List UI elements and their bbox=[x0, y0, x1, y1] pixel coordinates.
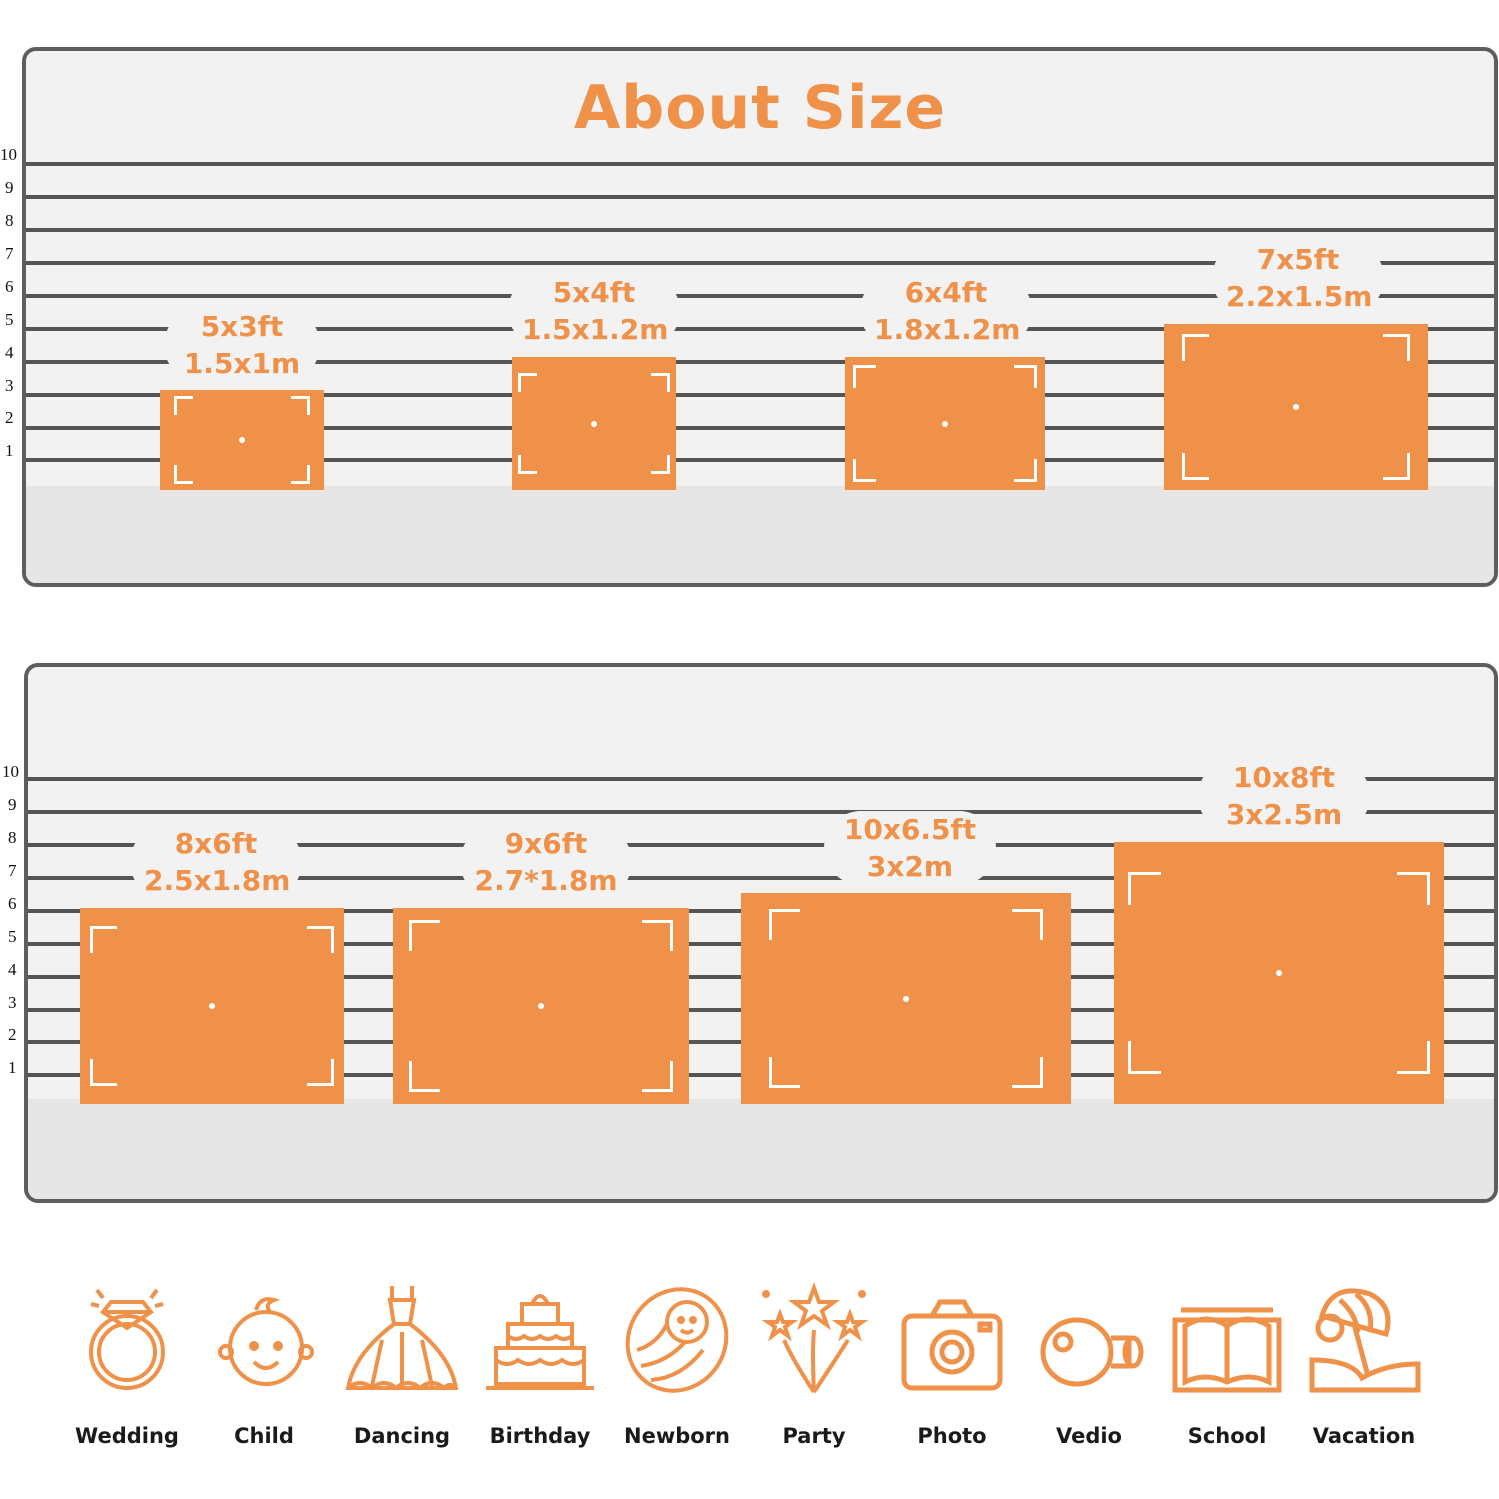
backdrop-5x4 bbox=[512, 357, 676, 490]
book-icon bbox=[1172, 1307, 1282, 1393]
baby-face-icon bbox=[218, 1297, 314, 1386]
backdrop-10x6.5 bbox=[741, 893, 1071, 1104]
use-vacation: Vacation bbox=[1299, 1280, 1429, 1448]
size-label-10x6.5: 10x6.5ft 3x2m bbox=[824, 811, 996, 885]
size-panel-small: About Size 5x3ft 1.5x1m bbox=[22, 47, 1498, 587]
use-cases-row: Wedding Child Dancing bbox=[0, 1280, 1499, 1480]
backdrop-8x6 bbox=[80, 908, 344, 1104]
use-party: Party bbox=[749, 1280, 879, 1448]
use-dancing: Dancing bbox=[337, 1280, 467, 1448]
ring-icon bbox=[89, 1288, 165, 1390]
beach-umbrella-icon bbox=[1309, 1288, 1421, 1393]
use-school: School bbox=[1162, 1280, 1292, 1448]
dress-icon bbox=[345, 1286, 459, 1391]
backdrop-6x4 bbox=[845, 357, 1045, 490]
size-label-9x6: 9x6ft 2.7*1.8m bbox=[460, 825, 632, 899]
backdrop-7x5 bbox=[1164, 324, 1428, 490]
size-label-8x6: 8x6ft 2.5x1.8m bbox=[130, 825, 302, 899]
panel-floor bbox=[28, 1099, 1494, 1199]
use-newborn: Newborn bbox=[612, 1280, 742, 1448]
fireworks-icon bbox=[761, 1282, 869, 1394]
size-label-10x8: 10x8ft 3x2.5m bbox=[1198, 759, 1370, 833]
use-video: Vedio bbox=[1024, 1280, 1154, 1448]
size-label-7x5: 7x5ft 2.2x1.5m bbox=[1212, 241, 1384, 315]
size-label-5x4: 5x4ft 1.5x1.2m bbox=[508, 274, 680, 348]
camera-icon bbox=[901, 1299, 1003, 1391]
size-panel-large: 8x6ft 2.5x1.8m 9x6ft 2.7*1.8m 10x6.5ft 3x2m… bbox=[24, 663, 1498, 1203]
size-label-5x3: 5x3ft 1.5x1m bbox=[164, 308, 320, 382]
use-birthday: Birthday bbox=[475, 1280, 605, 1448]
swaddled-baby-icon bbox=[625, 1287, 729, 1393]
use-photo: Photo bbox=[887, 1280, 1017, 1448]
backdrop-5x3 bbox=[160, 390, 324, 490]
use-child: Child bbox=[199, 1280, 329, 1448]
backdrop-9x6 bbox=[393, 908, 689, 1104]
backdrop-10x8 bbox=[1114, 842, 1444, 1104]
use-wedding: Wedding bbox=[62, 1280, 192, 1448]
size-label-6x4: 6x4ft 1.8x1.2m bbox=[860, 274, 1032, 348]
panel-floor bbox=[26, 486, 1494, 583]
cake-icon bbox=[486, 1294, 594, 1390]
video-camera-icon bbox=[1040, 1317, 1144, 1387]
page-title: About Size bbox=[573, 73, 947, 143]
